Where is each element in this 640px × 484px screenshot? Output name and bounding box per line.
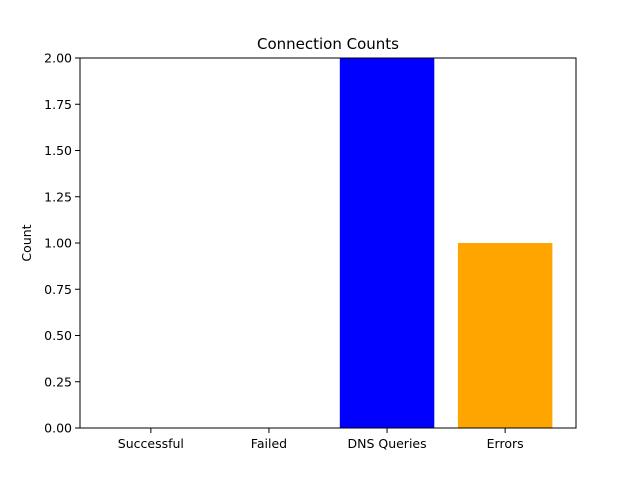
chart-title: Connection Counts — [257, 35, 399, 53]
plot-area-frame — [79, 57, 577, 429]
bar-dns-queries — [339, 58, 435, 428]
bar-errors — [457, 243, 553, 428]
x-tick-label: Errors — [487, 436, 524, 451]
y-tick-label: 1.25 — [44, 189, 72, 204]
y-tick-label: 0.75 — [44, 282, 72, 297]
x-axis-ticks: Successful Failed DNS Queries Errors — [118, 428, 524, 451]
x-tick-label: Successful — [118, 436, 184, 451]
y-tick-label: 1.75 — [44, 97, 72, 112]
y-tick-label: 1.00 — [44, 236, 72, 251]
bars-group — [339, 58, 553, 428]
y-axis-label: Count — [19, 224, 34, 261]
x-tick-label: Failed — [251, 436, 287, 451]
y-tick-label: 0.25 — [44, 374, 72, 389]
x-tick-label: DNS Queries — [347, 436, 426, 451]
y-tick-label: 0.50 — [44, 328, 72, 343]
y-tick-label: 2.00 — [44, 51, 72, 66]
y-axis-ticks: 0.00 0.25 0.50 0.75 1.00 1.25 1.50 1.75 2.00 — [44, 51, 80, 436]
y-tick-label: 1.50 — [44, 143, 72, 158]
y-tick-label: 0.00 — [44, 421, 72, 436]
